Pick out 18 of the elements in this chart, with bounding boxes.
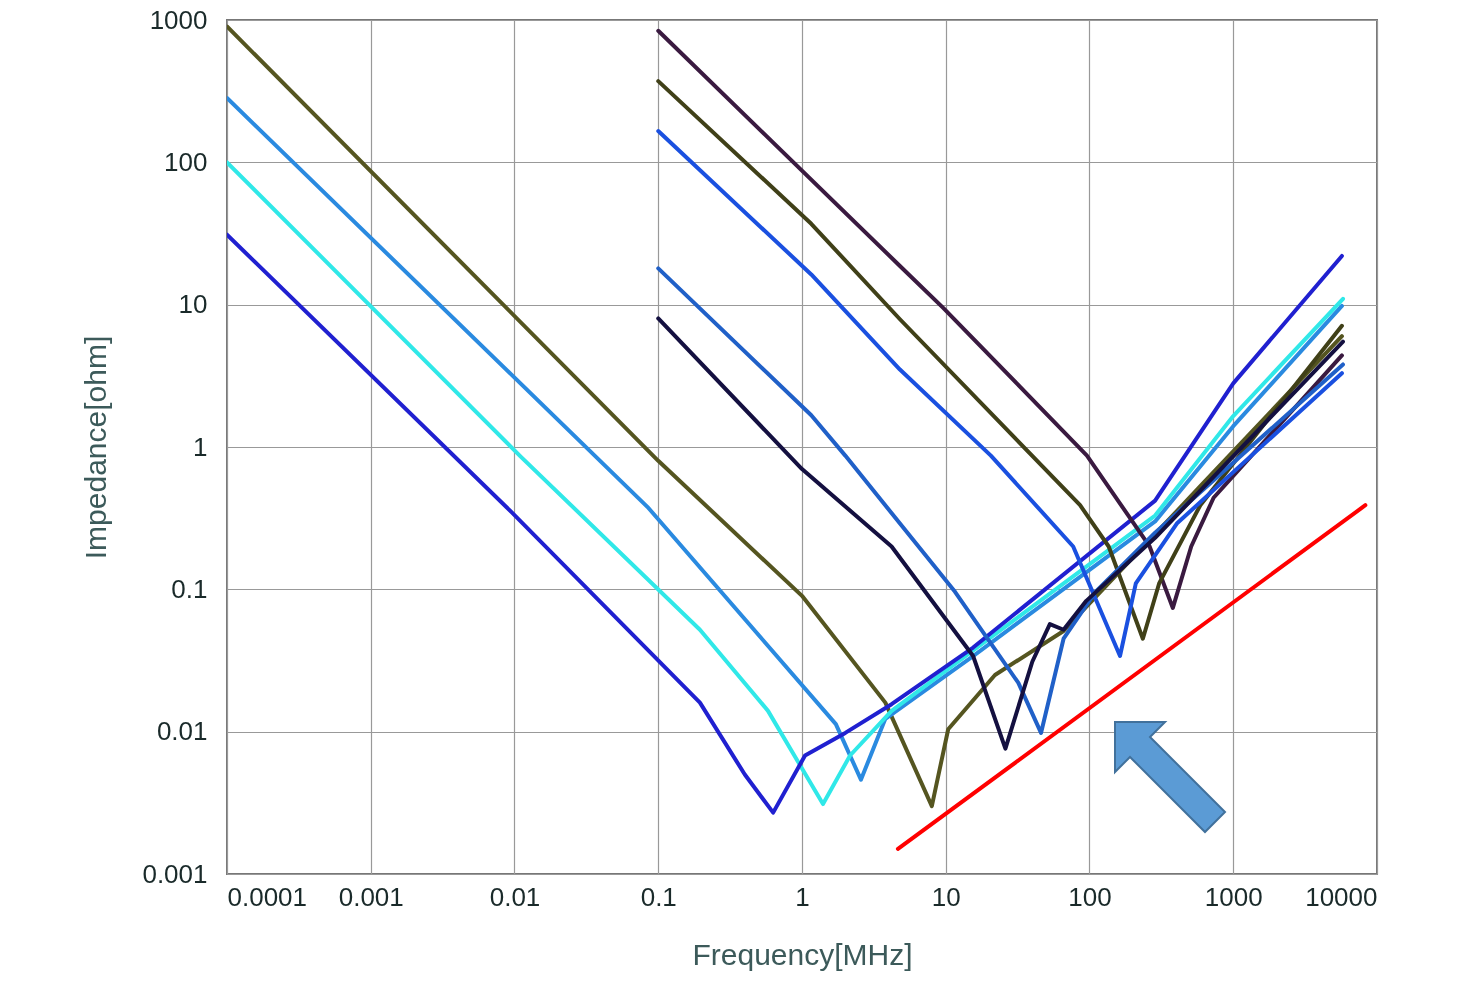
x-tick-label: 1 (795, 881, 810, 912)
y-tick-label: 0.1 (171, 573, 208, 604)
y-tick-label: 10 (178, 289, 208, 320)
x-tick-label: 10 (931, 881, 961, 912)
y-tick-label: 0.001 (142, 858, 208, 889)
y-tick-label: 1 (193, 431, 208, 462)
x-tick-label: 0.01 (489, 881, 541, 912)
x-tick-label: 1000 (1204, 881, 1263, 912)
y-tick-label: 100 (164, 146, 208, 177)
x-tick-label: 100 (1068, 881, 1112, 912)
x-tick-label: 0.0001 (227, 881, 308, 912)
x-tick-label: 0.1 (640, 881, 677, 912)
y-tick-label: 1000 (149, 4, 208, 35)
y-tick-label: 0.01 (156, 716, 208, 747)
x-axis-title: Frequency[MHz] (692, 937, 913, 971)
y-axis-title: Impedance[ohm] (79, 335, 113, 560)
x-tick-label: 0.001 (338, 881, 404, 912)
x-tick-label: 10000 (1305, 881, 1378, 912)
